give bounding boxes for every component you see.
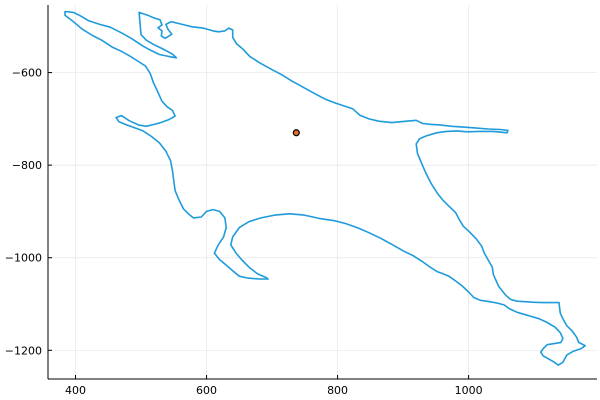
x-tick-label: 600 bbox=[196, 384, 217, 397]
scatter-point bbox=[292, 129, 300, 137]
x-tick-label: 1000 bbox=[455, 384, 483, 397]
y-tick-label: −600 bbox=[12, 67, 42, 80]
x-tick-label: 800 bbox=[327, 384, 348, 397]
series-layer bbox=[64, 10, 586, 366]
axes bbox=[47, 5, 597, 380]
grid-lines bbox=[48, 5, 597, 379]
y-tick-label: −1000 bbox=[5, 252, 42, 265]
y-tick-label: −1200 bbox=[5, 344, 42, 357]
tick-labels: 400 600 800 1000 −600 −800 −1000 −1200 bbox=[5, 67, 483, 397]
x-tick-label: 400 bbox=[65, 384, 86, 397]
outline-series bbox=[64, 10, 586, 366]
y-tick-label: −800 bbox=[12, 159, 42, 172]
